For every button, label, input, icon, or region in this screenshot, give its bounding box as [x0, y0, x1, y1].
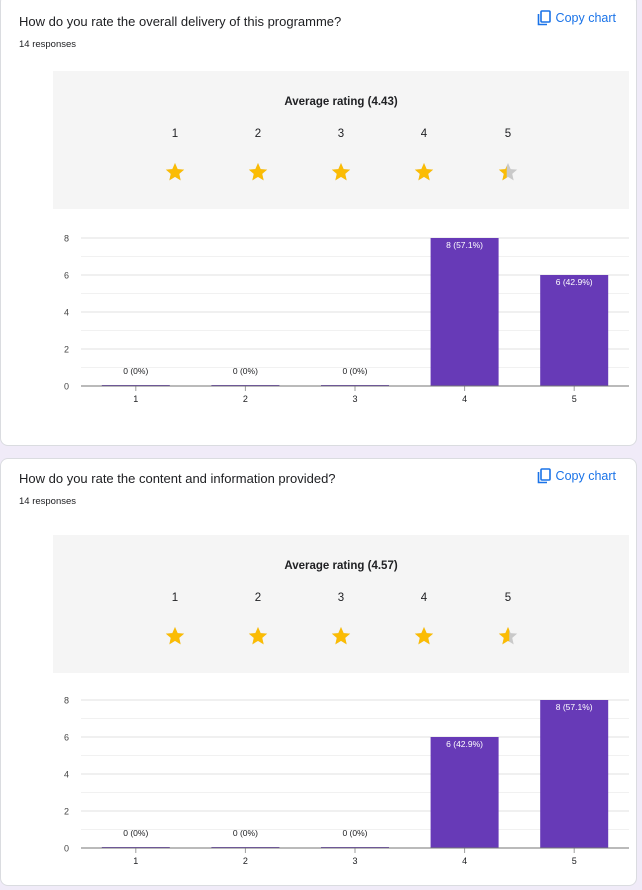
y-tick-label: 8: [64, 696, 69, 706]
star-icon: [248, 163, 268, 181]
copy-icon: [537, 468, 551, 484]
scale-label: 1: [171, 592, 179, 604]
x-tick-label: 5: [572, 394, 577, 404]
question-title: How do you rate the overall delivery of …: [19, 14, 342, 29]
y-tick-label: 4: [64, 308, 69, 318]
star-icon: [331, 627, 351, 645]
copy-chart-label: Copy chart: [555, 469, 616, 483]
scale-label: 3: [337, 592, 345, 604]
copy-chart-button[interactable]: Copy chart: [537, 10, 616, 26]
x-tick-label: 2: [243, 856, 248, 866]
y-tick-label: 2: [64, 345, 69, 355]
y-tick-label: 6: [64, 271, 69, 281]
data-label: 0 (0%): [342, 366, 367, 376]
data-label: 0 (0%): [342, 828, 367, 838]
average-rating: Average rating (4.43): [284, 96, 398, 108]
x-tick-label: 1: [133, 856, 138, 866]
x-tick-label: 4: [462, 394, 467, 404]
x-tick-label: 1: [133, 394, 138, 404]
copy-icon: [537, 10, 551, 26]
rating-summary: Average rating (4.57) 1 2 3 4 5: [53, 535, 629, 673]
x-tick-label: 4: [462, 856, 467, 866]
star-icon: [165, 163, 185, 181]
y-tick-label: 4: [64, 770, 69, 780]
response-count: 14 responses: [19, 496, 77, 507]
star-icon: [498, 163, 518, 181]
data-label: 0 (0%): [123, 366, 148, 376]
data-label: 6 (42.9%): [446, 739, 483, 749]
star-icon: [165, 627, 185, 645]
star-icon: [498, 627, 518, 645]
y-tick-label: 2: [64, 807, 69, 817]
scale-label: 2: [254, 128, 262, 140]
star-icon: [331, 163, 351, 181]
y-tick-label: 0: [64, 844, 69, 854]
bar-chart: 0 2 4 6 8 0 (0%) 1 0 (0%) 2 0 (0%) 3 6 (42.9%) 4 8 (5…: [64, 696, 629, 866]
x-tick-label: 3: [352, 856, 357, 866]
scale-label: 3: [337, 128, 345, 140]
scale-label: 1: [171, 128, 179, 140]
data-label: 6 (42.9%): [556, 277, 593, 287]
scale-label: 4: [420, 592, 428, 604]
data-label: 0 (0%): [233, 366, 258, 376]
scale-label: 4: [420, 128, 428, 140]
bar: [430, 238, 499, 386]
star-icon: [414, 627, 434, 645]
question-card-1: How do you rate the overall delivery of …: [0, 0, 637, 446]
scale-label: 5: [504, 128, 512, 140]
x-tick-label: 2: [243, 394, 248, 404]
data-label: 8 (57.1%): [446, 240, 483, 250]
copy-chart-button[interactable]: Copy chart: [537, 468, 616, 484]
x-tick-label: 3: [352, 394, 357, 404]
star-icon: [248, 627, 268, 645]
y-tick-label: 0: [64, 382, 69, 392]
x-tick-label: 5: [572, 856, 577, 866]
response-count: 14 responses: [19, 39, 77, 50]
y-tick-label: 8: [64, 234, 69, 244]
rating-summary: Average rating (4.43) 1 2 3 4 5: [53, 71, 629, 209]
star-icon: [414, 163, 434, 181]
average-rating: Average rating (4.57): [284, 560, 398, 572]
bar: [540, 700, 609, 848]
data-label: 0 (0%): [123, 828, 148, 838]
data-label: 0 (0%): [233, 828, 258, 838]
data-label: 8 (57.1%): [556, 702, 593, 712]
copy-chart-label: Copy chart: [555, 11, 616, 25]
bar: [430, 737, 499, 848]
bar: [540, 275, 609, 386]
scale-label: 5: [504, 592, 512, 604]
question-title: How do you rate the content and informat…: [19, 471, 336, 486]
scale-label: 2: [254, 592, 262, 604]
y-tick-label: 6: [64, 733, 69, 743]
question-card-2: How do you rate the content and informat…: [0, 458, 637, 886]
bar-chart: 0 2 4 6 8 0 (0%) 1 0 (0%) 2 0 (0%) 3 8 (57.1%) 4 6 (4…: [64, 234, 629, 404]
